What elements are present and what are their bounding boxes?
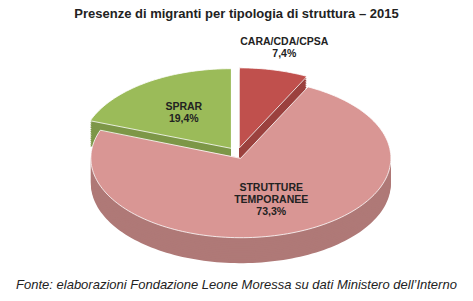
svg-text:STRUTTURETEMPORANEE73,3%: STRUTTURETEMPORANEE73,3%: [234, 181, 308, 217]
svg-text:CARA/CDA/CPSA7,4%: CARA/CDA/CPSA7,4%: [240, 35, 329, 59]
html-text:Fonte: elaborazioni Fondazione: Fonte: elaborazioni Fondazione Leone Mor…: [16, 277, 457, 292]
html-text:Presenze di migranti per tipol: Presenze di migranti per tipologia di st…: [74, 6, 399, 21]
svg-text:SPRAR19,4%: SPRAR19,4%: [165, 100, 202, 124]
